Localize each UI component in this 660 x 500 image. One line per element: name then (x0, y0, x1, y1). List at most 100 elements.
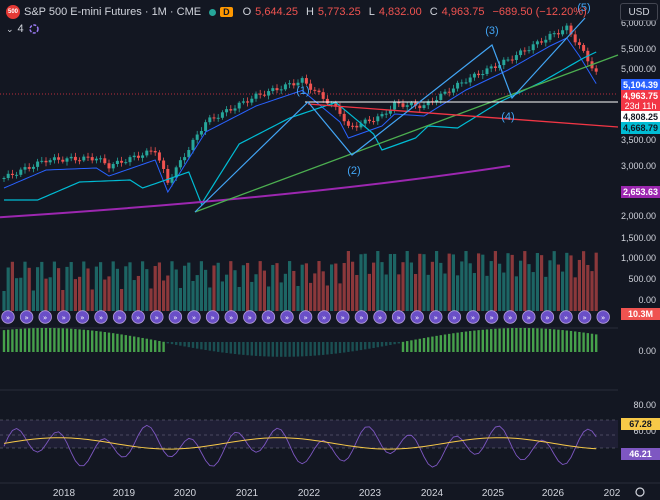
oscillator-bar (74, 329, 77, 352)
red-trendline (307, 103, 619, 128)
oscillator-bar (23, 328, 27, 352)
volume-bar (548, 260, 552, 311)
horizontal-line-price-tag: 4,808.25 (621, 111, 660, 123)
volume-bar (149, 288, 153, 311)
event-marker-glyph: » (489, 314, 493, 322)
oscillator-bar (221, 342, 224, 353)
event-marker-icon (1, 310, 15, 324)
oscillator-bar (313, 342, 316, 356)
rsi-axis-label: 80.00 (633, 400, 656, 410)
oscillator-bar (284, 342, 287, 357)
volume-bar (267, 286, 271, 311)
candle-body (19, 169, 23, 175)
oscillator-bar (288, 342, 291, 357)
candle-body (397, 101, 401, 104)
candle-body (409, 102, 413, 106)
event-marker-glyph: » (229, 314, 233, 322)
currency-button[interactable]: USD (620, 3, 658, 21)
delayed-badge[interactable]: D (220, 7, 233, 17)
indicators-toggle[interactable]: ⌄ 4 (6, 23, 40, 35)
candle-body (351, 125, 355, 127)
candle-body (519, 50, 523, 56)
candle-body (187, 150, 191, 158)
event-marker-icon (112, 310, 127, 324)
price-axis-label: 5,000.00 (621, 64, 656, 74)
candle-body (149, 150, 153, 152)
volume-bar (552, 251, 556, 311)
candle-body (153, 151, 157, 153)
candle-body (493, 66, 497, 68)
event-marker-icon (447, 310, 462, 324)
ma-purple-line (0, 164, 511, 219)
event-marker-icon (429, 310, 443, 324)
candle-body (388, 109, 392, 114)
oscillator-bar (196, 342, 199, 349)
oscillator-bar (343, 342, 346, 353)
event-marker-icon (540, 310, 555, 324)
candle-body (447, 91, 451, 93)
oscillator-bar (469, 331, 472, 352)
volume-bar (527, 264, 531, 311)
volume-bar (23, 261, 27, 311)
oscillator-bar (233, 342, 237, 355)
elliott-wave-path (194, 17, 586, 213)
volume-bar (208, 287, 212, 311)
change-value: −689.50 (−12.20%) (492, 6, 587, 18)
volume-bar (481, 254, 485, 311)
oscillator-bar (86, 330, 90, 352)
candle-body (241, 101, 245, 103)
candle-body (363, 119, 367, 124)
event-marker-glyph: » (173, 314, 177, 322)
candle-body (216, 117, 220, 119)
time-axis-label: 2021 (236, 488, 259, 499)
candle-body (233, 108, 237, 111)
oscillator-bar (44, 328, 48, 352)
volume-bar (460, 261, 464, 311)
candlesticks[interactable] (2, 22, 598, 187)
volume-bar (359, 254, 363, 311)
oscillator-bar (355, 342, 358, 351)
volume-bar (145, 269, 149, 311)
candle-body (199, 131, 203, 135)
market-status-icon (209, 8, 217, 16)
volume-bar (498, 263, 502, 311)
candle-body (94, 158, 98, 161)
oscillator-bar (275, 342, 279, 357)
oscillator-bar (401, 341, 405, 352)
candle-body (334, 103, 338, 107)
volume-bar (418, 253, 422, 311)
oscillator-bar (548, 329, 552, 352)
oscillator-bar (267, 342, 270, 357)
oscillator-bar (296, 342, 300, 357)
oscillator-bar (414, 339, 417, 352)
oscillator-bar (448, 333, 451, 352)
time-axis[interactable]: 2018 2019 2020 2021 2022 2023 2024 2025 2026 202 (0, 482, 660, 499)
volume-bar (468, 263, 472, 311)
oscillator-bar (254, 342, 258, 356)
candle-body (489, 66, 493, 69)
symbol-title[interactable]: S&P 500 E-mini Futures · 1M · CME (24, 6, 202, 18)
candle-body (342, 113, 346, 122)
oscillator-bar (280, 342, 283, 357)
oscillator-bar (540, 328, 543, 352)
volume-bar (271, 264, 275, 311)
oscillator-bar (259, 342, 262, 357)
oscillator-bar (263, 342, 266, 357)
volume-bar (57, 268, 61, 311)
rsi-line (3, 424, 597, 468)
volume-bar (36, 267, 40, 311)
event-markers[interactable]: » » » » » » » » » » » » » » » » » » » » » » » » » » » » » » » » » (1, 310, 610, 324)
oscillator-bar (439, 335, 442, 352)
candle-body (338, 106, 342, 114)
event-marker-glyph: » (396, 314, 400, 322)
candle-body (422, 105, 426, 109)
candle-body (468, 77, 472, 83)
candle-body (309, 83, 313, 90)
event-marker-icon (38, 310, 52, 324)
volume-bar (556, 264, 560, 311)
candle-body (69, 156, 73, 159)
candle-body (195, 134, 199, 140)
price-axis-label: 1,500.00 (621, 233, 656, 243)
candle-body (191, 139, 195, 151)
